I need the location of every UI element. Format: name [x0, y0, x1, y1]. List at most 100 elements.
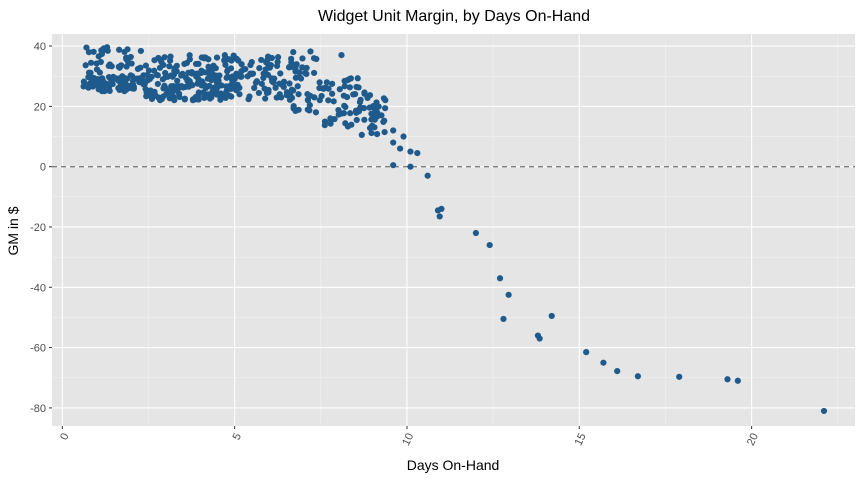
- cluster-point: [371, 108, 379, 115]
- cluster-point: [166, 63, 173, 70]
- y-tick-label: 0: [40, 162, 46, 174]
- cluster-point: [183, 59, 191, 67]
- y-axis-ticks: -80 -60 -40 -20 0 20 40: [30, 41, 52, 415]
- cluster-point: [191, 96, 198, 103]
- cluster-point: [381, 117, 388, 124]
- cluster-point: [87, 80, 94, 87]
- cluster-point: [276, 91, 283, 98]
- cluster-point: [148, 73, 155, 80]
- cluster-point: [154, 72, 161, 79]
- cluster-point: [353, 116, 360, 124]
- cluster-point: [170, 87, 177, 95]
- cluster-point: [274, 54, 282, 61]
- cluster-point: [169, 73, 176, 80]
- cluster-point: [299, 55, 306, 62]
- cluster-point: [256, 65, 263, 72]
- cluster-point: [260, 74, 267, 82]
- cluster-point: [316, 79, 323, 86]
- cluster-point: [151, 57, 158, 64]
- cluster-point: [205, 63, 212, 70]
- cluster-point: [286, 80, 293, 87]
- cluster-point: [347, 110, 354, 117]
- data-point: [290, 48, 297, 56]
- y-tick-label: 20: [34, 101, 46, 113]
- x-tick-label: 10: [400, 431, 416, 447]
- x-tick-label: 15: [573, 431, 589, 447]
- cluster-point: [299, 64, 306, 71]
- cluster-point: [272, 84, 279, 91]
- data-point: [500, 315, 507, 323]
- cluster-point: [217, 90, 224, 97]
- cluster-point: [295, 91, 302, 98]
- cluster-point: [195, 60, 202, 67]
- cluster-point: [112, 75, 119, 82]
- data-point: [496, 275, 504, 282]
- data-point: [436, 213, 443, 220]
- cluster-point: [354, 75, 361, 82]
- cluster-point: [231, 75, 238, 82]
- cluster-point: [251, 84, 258, 92]
- cluster-point: [122, 86, 129, 93]
- data-point: [407, 148, 414, 155]
- cluster-point: [323, 79, 330, 86]
- data-point: [472, 229, 480, 237]
- data-point: [396, 145, 404, 152]
- cluster-point: [123, 56, 130, 63]
- cluster-point: [268, 54, 275, 62]
- cluster-point: [304, 91, 311, 98]
- cluster-point: [301, 69, 309, 77]
- cluster-point: [105, 62, 112, 70]
- cluster-point: [293, 61, 300, 68]
- chart-title: Widget Unit Margin, by Days On-Hand: [318, 8, 590, 25]
- cluster-point: [316, 97, 323, 104]
- cluster-point: [273, 62, 281, 70]
- cluster-point: [217, 96, 224, 103]
- cluster-point: [117, 82, 124, 89]
- data-point: [400, 133, 407, 140]
- cluster-point: [285, 64, 293, 71]
- cluster-point: [325, 85, 332, 92]
- cluster-point: [213, 54, 221, 61]
- cluster-point: [137, 47, 144, 55]
- data-point: [83, 44, 90, 51]
- cluster-point: [329, 90, 336, 97]
- cluster-point: [96, 69, 103, 76]
- cluster-point: [361, 116, 368, 123]
- cluster-point: [310, 69, 318, 77]
- cluster-point: [208, 94, 215, 101]
- cluster-point: [348, 121, 355, 128]
- data-point: [505, 291, 512, 298]
- cluster-point: [380, 95, 388, 102]
- cluster-point: [101, 82, 109, 89]
- cluster-point: [237, 73, 245, 80]
- cluster-point: [346, 84, 353, 91]
- data-point: [104, 44, 111, 51]
- cluster-point: [342, 103, 349, 111]
- cluster-point: [198, 82, 205, 89]
- cluster-point: [88, 74, 95, 82]
- data-point: [307, 48, 314, 55]
- cluster-point: [255, 89, 263, 97]
- data-point: [634, 373, 641, 380]
- cluster-point: [195, 91, 202, 98]
- cluster-point: [201, 94, 208, 102]
- cluster-point: [276, 80, 283, 87]
- x-axis-title: Days On-Hand: [407, 457, 500, 473]
- data-point: [438, 205, 445, 212]
- cluster-point: [228, 57, 235, 64]
- cluster-point: [382, 105, 389, 112]
- cluster-point: [224, 73, 231, 80]
- cluster-point: [157, 57, 164, 64]
- data-point: [548, 312, 555, 320]
- cluster-point: [325, 97, 332, 104]
- cluster-point: [160, 61, 167, 69]
- cluster-point: [261, 85, 268, 92]
- y-tick-label: -20: [30, 222, 46, 234]
- cluster-point: [295, 106, 302, 113]
- cluster-point: [85, 49, 93, 56]
- cluster-point: [341, 83, 348, 90]
- cluster-point: [118, 62, 125, 69]
- cluster-point: [242, 65, 249, 73]
- cluster-point: [168, 83, 175, 90]
